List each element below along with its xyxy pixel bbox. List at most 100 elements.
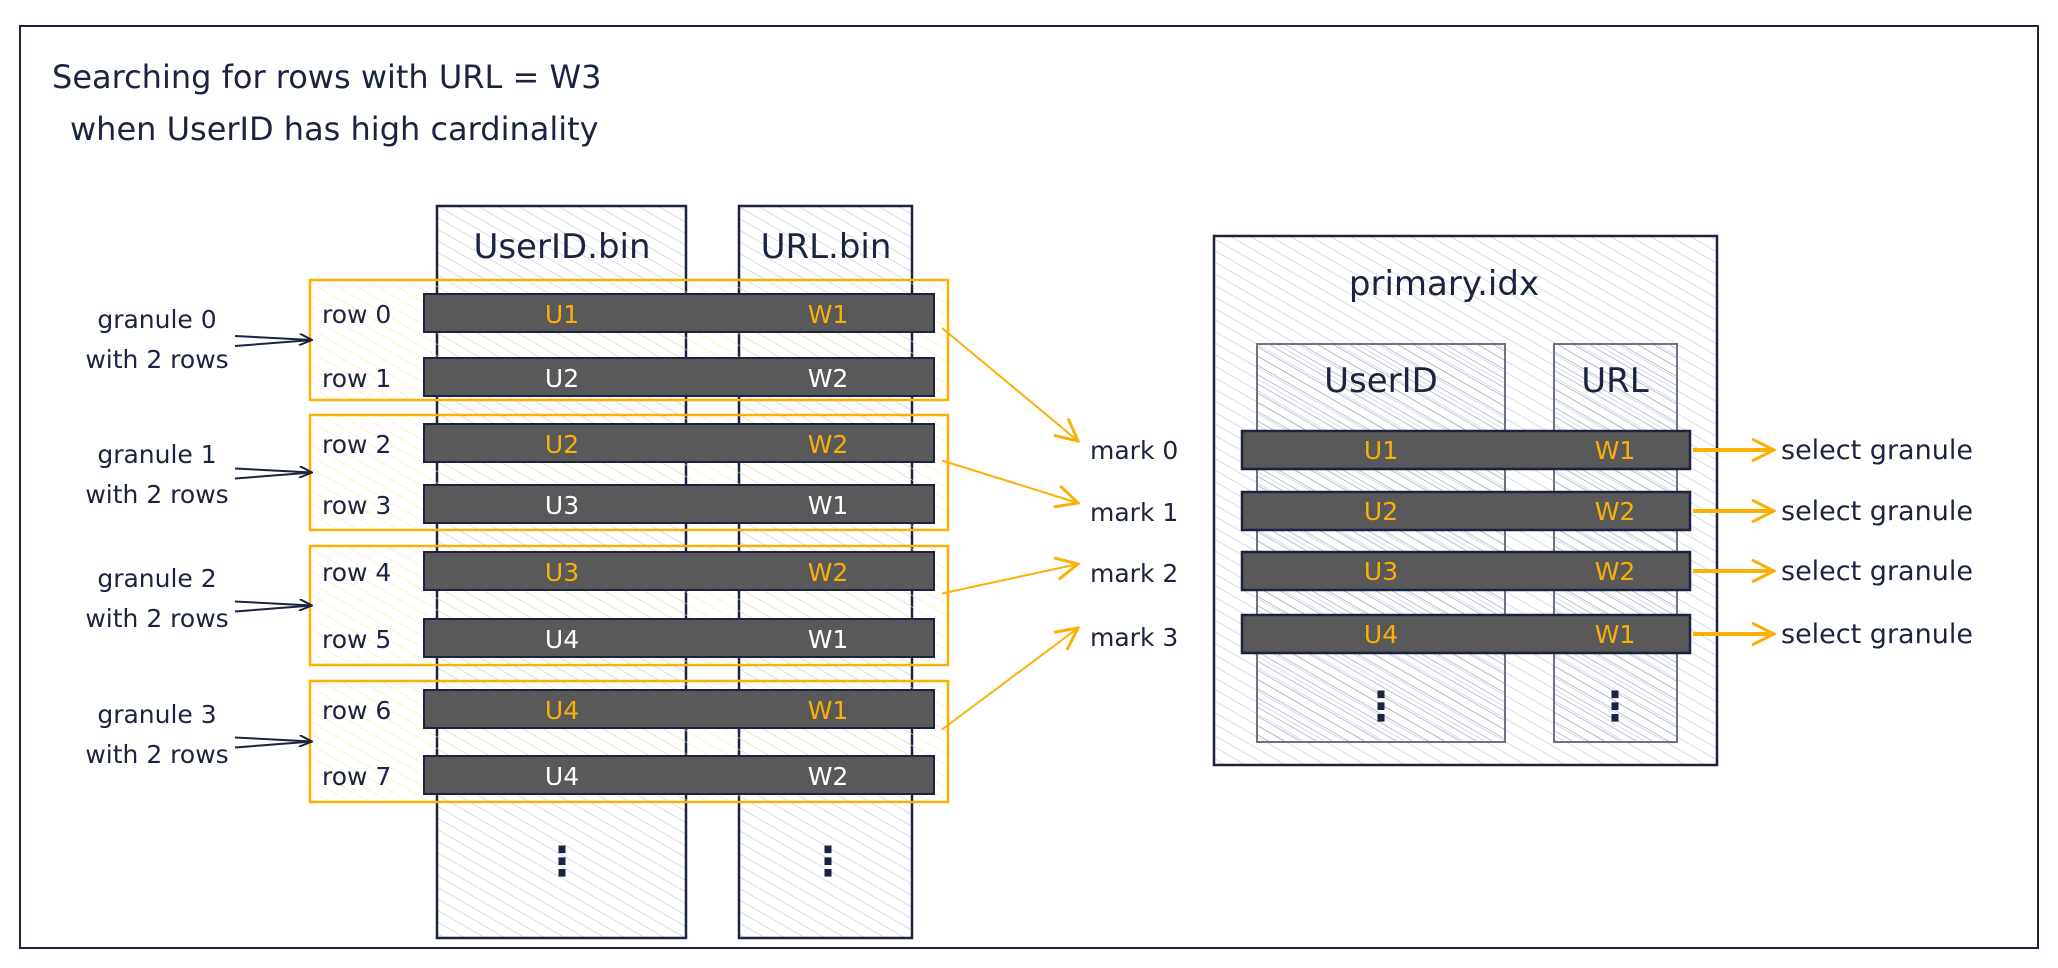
url-bin-header: URL.bin bbox=[761, 227, 892, 267]
entry-bar bbox=[1240, 613, 1692, 655]
mark-label-3: mark 3 bbox=[1090, 623, 1178, 652]
entry-userid: U4 bbox=[1364, 620, 1398, 649]
primary-index-entry-0: U1 W1 select granule bbox=[1240, 429, 1973, 471]
userid-value: U3 bbox=[545, 558, 579, 587]
granule-row-count: with 2 rows bbox=[85, 345, 228, 374]
primary-userid-header: UserID bbox=[1324, 361, 1438, 401]
url-ellipsis: ⋮ bbox=[808, 839, 848, 885]
row-bar bbox=[423, 357, 935, 397]
granule-row-count: with 2 rows bbox=[85, 740, 228, 769]
row-label: row 7 bbox=[322, 762, 391, 791]
primary-url-header: URL bbox=[1581, 361, 1649, 401]
granule-name: granule 2 bbox=[97, 564, 216, 593]
outer-frame bbox=[19, 25, 2039, 949]
url-value: W2 bbox=[808, 762, 849, 791]
mark-label-2: mark 2 bbox=[1090, 559, 1178, 588]
primary-index-entry-1: U2 W2 select granule bbox=[1240, 490, 1973, 532]
url-value: W1 bbox=[808, 491, 849, 520]
url-value: W2 bbox=[808, 558, 849, 587]
granule-name: granule 3 bbox=[97, 700, 216, 729]
row-label: row 4 bbox=[322, 558, 391, 587]
row-label: row 5 bbox=[322, 625, 391, 654]
row-bar bbox=[423, 293, 935, 333]
granule-label-2: granule 2 with 2 rows bbox=[85, 564, 312, 633]
granule-label-0: granule 0 with 2 rows bbox=[85, 305, 312, 374]
mark-label-1: mark 1 bbox=[1090, 498, 1178, 527]
entry-userid: U1 bbox=[1364, 436, 1398, 465]
diagram-title-line-2: when UserID has high cardinality bbox=[70, 110, 599, 148]
url-value: W2 bbox=[808, 364, 849, 393]
data-row-0: row 0 U1 W1 bbox=[322, 293, 935, 333]
granule-label-3: granule 3 with 2 rows bbox=[85, 700, 312, 769]
row-label: row 6 bbox=[322, 696, 391, 725]
granule-row-count: with 2 rows bbox=[85, 480, 228, 509]
row-label: row 3 bbox=[322, 491, 391, 520]
arrow-icon bbox=[234, 740, 313, 749]
arrow-icon bbox=[234, 336, 312, 340]
row-label: row 0 bbox=[322, 300, 391, 329]
entry-url: W1 bbox=[1595, 436, 1636, 465]
primary-url-ellipsis: ⋮ bbox=[1595, 684, 1635, 730]
arrow-icon bbox=[234, 469, 312, 473]
arrow-icon bbox=[234, 471, 313, 480]
entry-userid: U3 bbox=[1364, 557, 1398, 586]
data-row-3: row 3 U3 W1 bbox=[322, 484, 935, 524]
row-bar bbox=[423, 484, 935, 524]
entry-bar bbox=[1240, 550, 1692, 592]
data-row-4: row 4 U3 W2 bbox=[322, 551, 935, 591]
url-value: W1 bbox=[808, 300, 849, 329]
entry-url: W2 bbox=[1595, 557, 1636, 586]
userid-value: U2 bbox=[545, 364, 579, 393]
granule-label-1: granule 1 with 2 rows bbox=[85, 440, 312, 509]
data-row-2: row 2 U2 W2 bbox=[322, 423, 935, 463]
row-label: row 1 bbox=[322, 364, 391, 393]
primary-url-column bbox=[1553, 343, 1678, 743]
primary-userid-ellipsis: ⋮ bbox=[1361, 684, 1401, 730]
primary-index-title: primary.idx bbox=[1349, 264, 1539, 304]
row-label: row 2 bbox=[322, 430, 391, 459]
userid-value: U4 bbox=[545, 696, 579, 725]
userid-value: U4 bbox=[545, 762, 579, 791]
userid-bin-header: UserID.bin bbox=[473, 227, 650, 267]
primary-index-entry-2: U3 W2 select granule bbox=[1240, 550, 1973, 592]
row-bar bbox=[423, 689, 935, 729]
url-value: W2 bbox=[808, 430, 849, 459]
row-bar bbox=[423, 423, 935, 463]
data-row-6: row 6 U4 W1 bbox=[322, 689, 935, 729]
mark-link-arrow-icon bbox=[941, 628, 1078, 731]
entry-userid: U2 bbox=[1364, 497, 1398, 526]
select-granule-label: select granule bbox=[1781, 619, 1973, 650]
primary-userid-column bbox=[1256, 343, 1506, 743]
arrow-icon bbox=[234, 602, 312, 606]
userid-value: U2 bbox=[545, 430, 579, 459]
row-bar bbox=[423, 755, 935, 795]
arrow-icon bbox=[234, 738, 312, 742]
row-bar bbox=[423, 618, 935, 658]
row-bar bbox=[423, 551, 935, 591]
mark-link-arrow-icon bbox=[941, 564, 1078, 595]
select-granule-label: select granule bbox=[1781, 435, 1973, 466]
select-granule-label: select granule bbox=[1781, 556, 1973, 587]
entry-url: W2 bbox=[1595, 497, 1636, 526]
granule-name: granule 0 bbox=[97, 305, 216, 334]
entry-url: W1 bbox=[1595, 620, 1636, 649]
userid-ellipsis: ⋮ bbox=[542, 839, 582, 885]
data-row-7: row 7 U4 W2 bbox=[322, 755, 935, 795]
diagram-title-line-1: Searching for rows with URL = W3 bbox=[52, 58, 602, 96]
mark-link-arrow-icon bbox=[941, 459, 1078, 504]
granule-name: granule 1 bbox=[97, 440, 216, 469]
userid-value: U3 bbox=[545, 491, 579, 520]
mark-link-arrow-icon bbox=[941, 327, 1078, 441]
arrow-icon bbox=[234, 339, 313, 347]
mark-label-0: mark 0 bbox=[1090, 436, 1178, 465]
url-value: W1 bbox=[808, 625, 849, 654]
select-granule-label: select granule bbox=[1781, 496, 1973, 527]
granule-row-count: with 2 rows bbox=[85, 604, 228, 633]
userid-value: U4 bbox=[545, 625, 579, 654]
data-row-5: row 5 U4 W1 bbox=[322, 618, 935, 658]
userid-value: U1 bbox=[545, 300, 579, 329]
arrow-icon bbox=[234, 604, 313, 613]
entry-bar bbox=[1240, 490, 1692, 532]
data-row-1: row 1 U2 W2 bbox=[322, 357, 935, 397]
entry-bar bbox=[1240, 429, 1692, 471]
